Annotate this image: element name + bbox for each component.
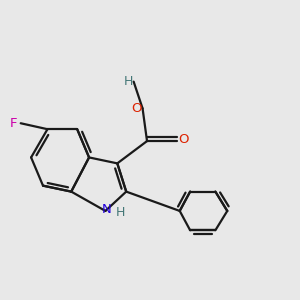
Text: H: H [116, 206, 125, 219]
Text: O: O [178, 133, 188, 146]
Text: N: N [102, 203, 112, 216]
Text: H: H [124, 75, 133, 88]
Text: F: F [10, 117, 17, 130]
Text: O: O [131, 102, 141, 115]
